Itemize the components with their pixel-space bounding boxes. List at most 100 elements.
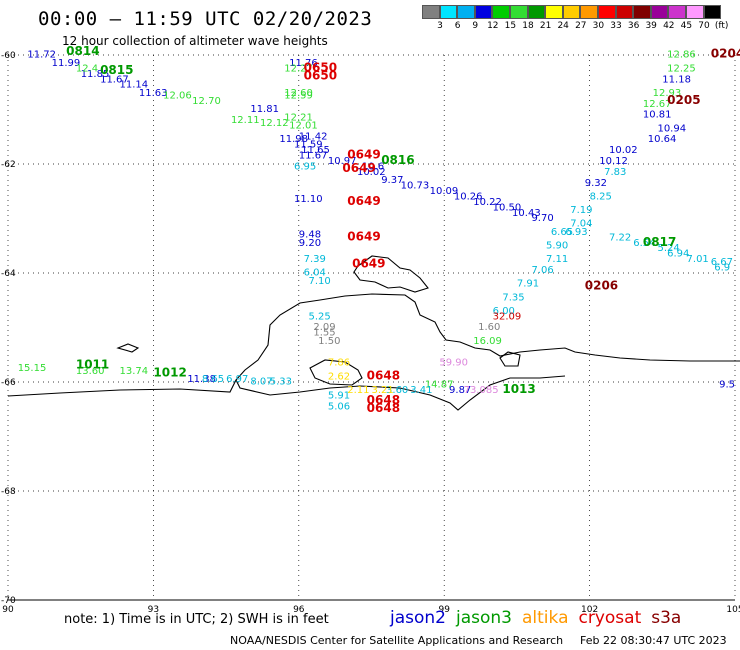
colorbar-label: 15 [504,21,517,31]
time-label: 0817 [643,235,676,249]
wave-height-value: 5.91 [328,390,350,401]
wave-height-value: 11.14 [119,80,148,91]
wave-height-value: 10.64 [648,134,677,145]
wave-height-value: 9.87 [449,385,471,396]
wave-height-value: 11.10 [294,194,323,205]
wave-height-value: 3.41 [410,385,432,396]
colorbar-swatch [562,5,581,19]
wave-height-value: 8.25 [590,191,612,202]
wave-height-value: 6.94 [667,249,689,260]
wave-height-value: 9.32 [585,178,607,189]
colorbar-swatch [597,5,616,19]
x-tick-label: 96 [293,605,305,615]
wave-height-value: 10.97 [328,156,357,167]
colorbar-swatch [527,5,546,19]
legend-jason2: jason2 [390,608,446,628]
time-label: 1013 [502,382,535,396]
wave-height-value: 6.95 [294,161,316,172]
wave-height-value: 12.86 [667,50,696,61]
coastline-island4 [499,351,521,367]
wave-height-value: 10.12 [599,156,628,167]
time-label: 0204 [711,47,740,61]
y-tick-label: -62 [1,160,16,170]
colorbar-label: 3 [437,21,443,31]
wave-height-value: 7.04 [570,219,592,230]
legend-altika: altika [522,608,569,628]
x-tick-label: 90 [2,605,14,615]
wave-height-value: 11.99 [52,58,81,69]
wave-height-value: 5.06 [328,401,350,412]
colorbar-swatch [422,5,440,19]
wave-height-value: 9.48 [299,230,321,241]
colorbar-swatch [703,5,722,19]
map-subtitle: 12 hour collection of altimeter wave hei… [62,34,328,48]
colorbar-swatch [509,5,528,19]
colorbar-swatch [457,5,475,19]
time-label: 1011 [76,357,109,371]
wave-height-value: 11.63 [139,88,168,99]
time-label: 0649 [352,257,385,271]
x-tick-label: 102 [581,605,598,615]
wave-height-value: 11.67 [299,151,328,162]
wave-height-value: 11.98 [279,134,308,145]
colorbar-label: 39 [645,21,657,31]
wave-height-value: 12.70 [192,96,221,107]
credit-timestamp: Feb 22 08:30:47 UTC 2023 [580,634,727,647]
wave-height-value: 12.11 [231,115,260,126]
y-tick-label: -70 [1,596,16,606]
wave-height-value: 9.5 [719,379,735,390]
wave-height-value: 9.37 [381,175,403,186]
wave-height-value: 6.67 [711,257,733,268]
legend-s3a: s3a [651,608,682,628]
wave-height-value: 7.91 [517,279,539,290]
coastline-west [235,375,566,411]
y-tick-label: -66 [1,378,16,388]
wave-height-value: 14.87 [425,379,454,390]
time-label: 0650 [304,60,337,74]
x-tick-label: 93 [148,605,159,615]
coastline-island [353,255,429,293]
time-label: 0648 [367,393,400,407]
colorbar-swatch [580,5,598,19]
wave-height-value: 16.09 [473,336,502,347]
wave-height-value: 12.25 [667,63,696,74]
satellite-legend: jason2 jason3 altika cryosat s3a [390,608,691,628]
wave-height-value: 13.74 [119,366,148,377]
wave-height-value: 13.60 [76,366,105,377]
credit-text: NOAA/NESDIS Center for Satellite Applica… [230,634,564,647]
time-label: 0206 [585,278,618,292]
wave-height-value: 7.83 [604,167,626,178]
wave-height-value: 11.42 [299,131,328,142]
time-label: 0649 [347,194,380,208]
wave-height-value: 10.09 [430,186,459,197]
wave-height-value: 11.65 [301,145,330,156]
map-title: 00:00 – 11:59 UTC 02/20/2023 [38,8,373,30]
wave-height-value: 7.86 [328,358,350,369]
time-label: 0648 [367,368,400,382]
colorbar-label: 42 [663,21,675,31]
colorbar-unit: (ft) [714,21,729,31]
time-label: 0650 [304,69,337,83]
x-tick-label: 99 [438,605,450,615]
wave-height-value: 12.21 [284,112,313,123]
legend-jason3: jason3 [456,608,512,628]
wave-height-value: 12.93 [653,88,682,99]
wave-height-value: 32.09 [493,311,522,322]
wave-height-value: 10.43 [512,208,541,219]
colorbar-label: 33 [610,21,622,31]
colorbar-label: 6 [454,21,461,31]
colorbar-label: 18 [522,21,534,31]
wave-height-value: 15.15 [18,363,47,374]
wave-height-value: 7.39 [304,254,326,265]
colorbar-swatch [474,5,493,19]
wave-height-value: 1.50 [318,336,340,347]
colorbar-label: 12 [487,21,499,31]
wave-height-value: 10.22 [473,197,502,208]
coastline-island2 [309,359,363,386]
wave-height-value: 2.11 [347,385,369,396]
coastline-main [7,293,740,397]
wave-height-value: 11.85 [81,69,110,80]
wave-height-value: 5.24 [657,243,679,254]
